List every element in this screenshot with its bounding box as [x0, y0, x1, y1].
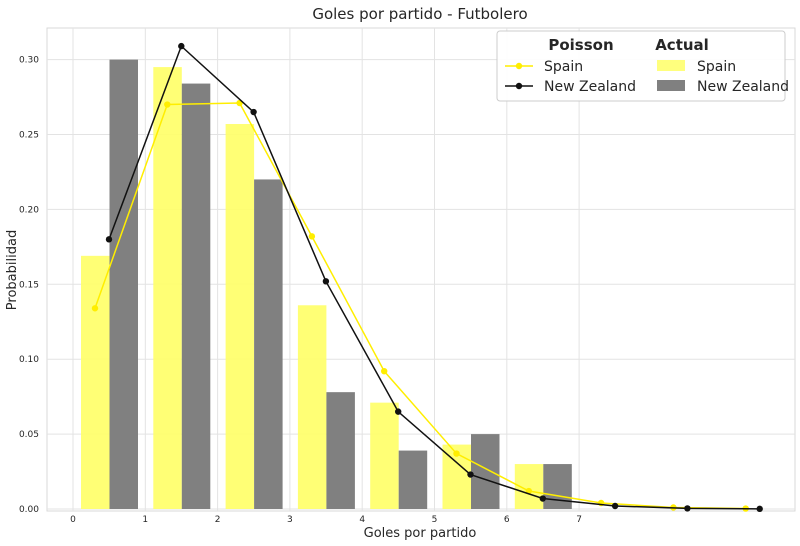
- y-tick-label: 0.30: [19, 56, 39, 66]
- bar-actual-new-zealand: [254, 179, 283, 509]
- x-tick-label: 1: [142, 515, 148, 525]
- x-tick-label: 4: [359, 515, 365, 525]
- legend-poisson-title: Poisson: [548, 36, 613, 54]
- x-ticks: 0 1 2 3 4 5 6 7: [70, 515, 582, 525]
- legend-actual-title: Actual: [655, 36, 709, 54]
- bar-actual-new-zealand: [109, 59, 138, 509]
- bar-actual-spain: [370, 402, 399, 509]
- poisson-point-spain: [453, 450, 460, 457]
- y-tick-label: 0.00: [19, 505, 39, 515]
- poisson-point-new-zealand: [611, 502, 619, 510]
- legend-poisson-spain-marker: [515, 62, 523, 70]
- poisson-point-new-zealand: [105, 236, 113, 243]
- poisson-point-spain: [381, 367, 388, 375]
- poisson-lines: [91, 42, 763, 513]
- bar-actual-new-zealand: [398, 450, 428, 509]
- poisson-point-new-zealand: [322, 278, 330, 285]
- x-tick-label: 6: [504, 515, 510, 525]
- poisson-point-new-zealand: [395, 408, 402, 415]
- x-tick-label: 7: [576, 515, 582, 525]
- y-tick-label: 0.05: [19, 430, 39, 440]
- poisson-point-new-zealand: [756, 505, 763, 513]
- legend-actual-spain-swatch: [657, 60, 685, 71]
- legend-actual-nz-swatch: [657, 80, 685, 91]
- poisson-point-spain: [91, 305, 99, 312]
- bar-actual-spain: [153, 67, 182, 509]
- bar-actual-spain: [225, 124, 255, 509]
- bars: [81, 59, 572, 510]
- y-tick-label: 0.20: [19, 205, 39, 215]
- bar-actual-spain: [297, 305, 327, 509]
- x-axis-label: Goles por partido: [364, 526, 477, 541]
- y-tick-label: 0.10: [19, 355, 39, 365]
- x-tick-label: 3: [287, 515, 293, 525]
- y-tick-label: 0.25: [19, 131, 39, 141]
- legend-poisson-nz-marker: [515, 82, 523, 90]
- legend: Poisson Actual Spain New Zealand Spain N…: [496, 30, 789, 102]
- poisson-point-new-zealand: [539, 495, 546, 502]
- legend-box: [496, 30, 786, 102]
- y-tick-label: 0.15: [19, 280, 39, 290]
- bar-actual-spain: [81, 255, 110, 509]
- poisson-point-new-zealand: [684, 505, 691, 512]
- poisson-line-new-zealand: [108, 44, 760, 510]
- poisson-point-new-zealand: [250, 108, 257, 116]
- y-ticks: 0.00 0.05 0.10 0.15 0.20 0.25 0.30: [19, 56, 39, 515]
- legend-actual-nz-label: New Zealand: [697, 79, 789, 95]
- bar-actual-new-zealand: [326, 392, 355, 509]
- bar-actual-new-zealand: [471, 434, 500, 509]
- poisson-point-spain: [164, 101, 171, 108]
- poisson-point-spain: [308, 233, 316, 240]
- bar-actual-new-zealand: [181, 83, 211, 510]
- legend-poisson-nz-label: New Zealand: [544, 79, 636, 95]
- poisson-point-new-zealand: [178, 42, 185, 50]
- x-tick-label: 0: [70, 515, 76, 525]
- poisson-point-new-zealand: [467, 471, 474, 478]
- legend-actual-spain-label: Spain: [697, 59, 736, 75]
- legend-poisson-spain-label: Spain: [544, 59, 583, 75]
- bar-actual-new-zealand: [543, 464, 572, 509]
- chart-title: Goles por partido - Futbolero: [312, 5, 527, 23]
- poisson-line-spain: [94, 102, 746, 510]
- x-tick-label: 2: [215, 515, 221, 525]
- x-tick-label: 5: [432, 515, 438, 525]
- y-axis-label: Probabilidad: [5, 230, 20, 310]
